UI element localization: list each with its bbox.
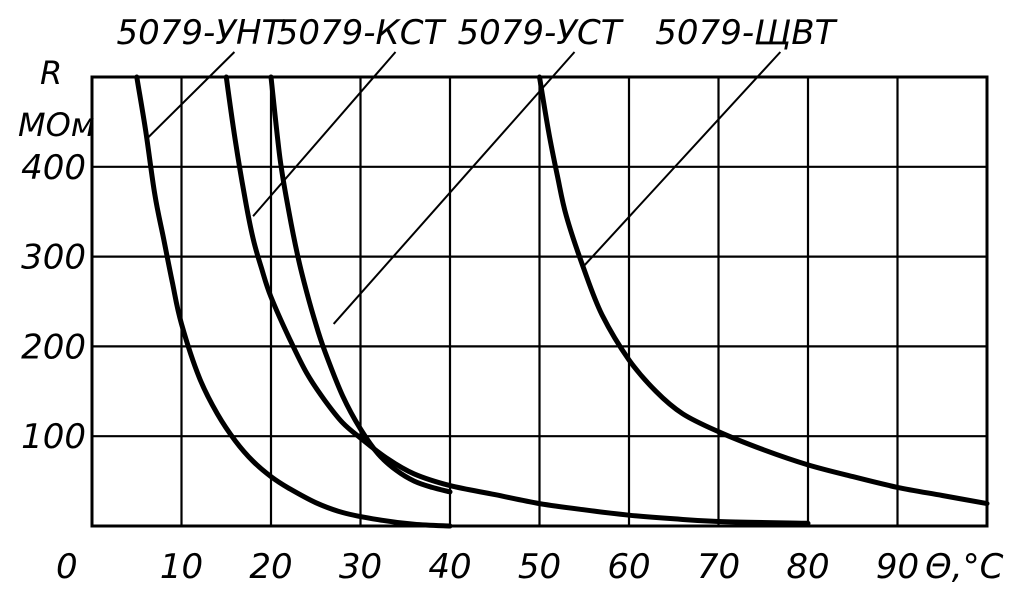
x-tick-label: 40 bbox=[428, 547, 471, 587]
series-label: 5079-КСТ bbox=[277, 13, 447, 53]
series-line-2 bbox=[223, 74, 811, 526]
series-line-4 bbox=[537, 74, 990, 507]
y-axis-label-line1: R bbox=[40, 54, 62, 92]
annotation-leaders bbox=[144, 51, 782, 325]
x-tick-label: 20 bbox=[249, 547, 292, 587]
x-tick-label: 80 bbox=[786, 547, 829, 587]
y-tick-label: 400 bbox=[21, 148, 86, 188]
y-axis-label-line2: МОм bbox=[18, 106, 95, 144]
annotation-leader-line bbox=[252, 51, 397, 217]
annotation-leader-line bbox=[332, 51, 576, 325]
x-tick-label: 90 bbox=[876, 547, 919, 587]
x-tick-label: 0 bbox=[56, 547, 78, 587]
annotation-leader-line bbox=[583, 51, 782, 267]
y-tick-labels: 100 200 300 400 bbox=[21, 148, 86, 457]
series-line-1 bbox=[134, 74, 453, 529]
grid bbox=[92, 77, 987, 526]
x-axis-label: Θ,°C bbox=[925, 547, 1004, 587]
x-tick-labels: 0 10 20 30 40 50 60 70 80 90 bbox=[56, 547, 919, 587]
x-tick-label: 10 bbox=[160, 547, 203, 587]
series-label: 5079-УСТ bbox=[457, 13, 623, 53]
series-label: 5079-ЩВТ bbox=[655, 13, 837, 53]
x-tick-label: 70 bbox=[697, 547, 740, 587]
y-tick-label: 200 bbox=[21, 327, 86, 367]
x-tick-label: 30 bbox=[339, 547, 382, 587]
y-tick-label: 100 bbox=[21, 417, 86, 457]
annotation-leader-line bbox=[144, 51, 236, 141]
curves bbox=[134, 74, 990, 529]
y-tick-label: 300 bbox=[21, 238, 86, 278]
x-tick-label: 50 bbox=[518, 547, 561, 587]
series-line-3 bbox=[268, 74, 453, 495]
series-label: 5079-УНТ bbox=[116, 13, 284, 53]
x-tick-label: 60 bbox=[607, 547, 650, 587]
